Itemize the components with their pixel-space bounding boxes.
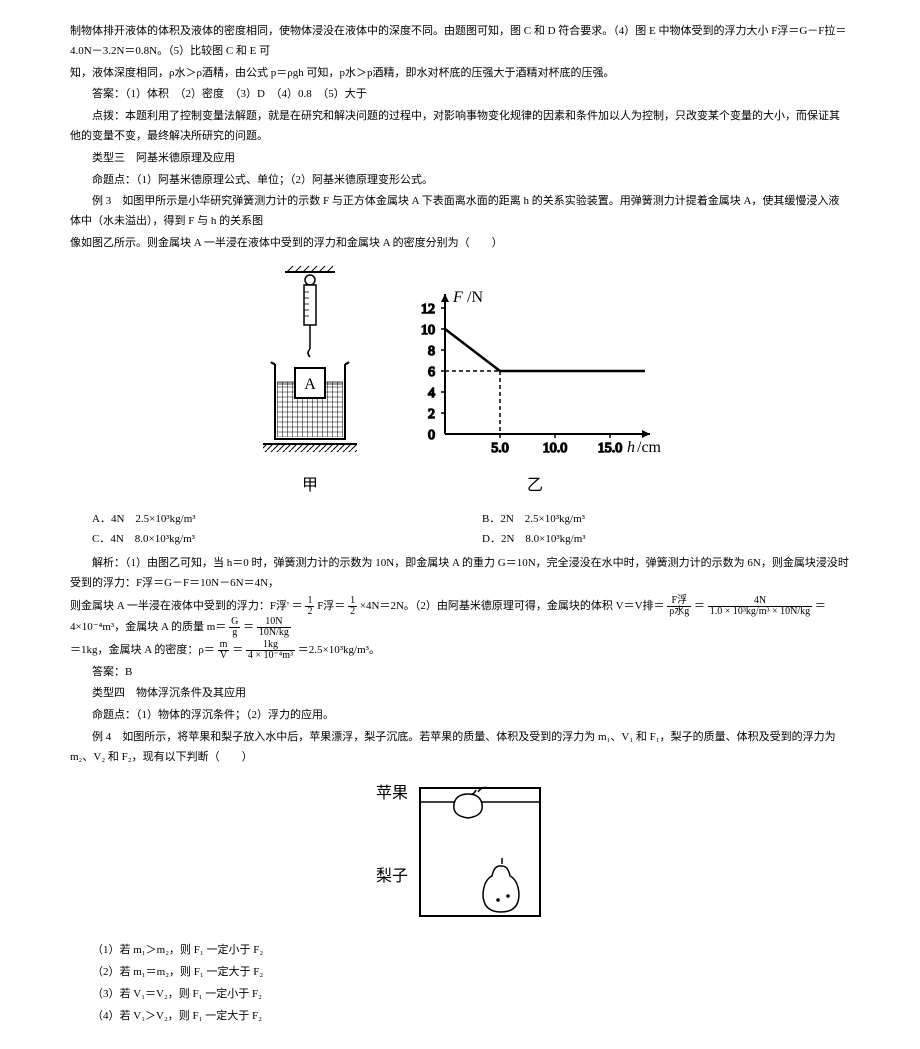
option-c: C．4N 8.0×10³kg/m³: [70, 530, 460, 550]
stmt-2: （2）若 m₁＝m₂，则 F₁ 一定大于 F₂: [70, 963, 850, 983]
figure-caption-left: 甲: [255, 472, 365, 501]
frac-nums: 4N1.0 × 10³kg/m³ × 10N/kg: [708, 596, 812, 617]
svg-text:0: 0: [428, 428, 435, 443]
type3-answer: 答案：B: [70, 663, 850, 683]
svg-text:5.0: 5.0: [491, 441, 509, 456]
stmt-1: （1）若 m₁＞m₂，则 F₁ 一定小于 F₂: [70, 941, 850, 961]
stmt-4: （4）若 V₁＞V₂，则 F₁ 一定大于 F₂: [70, 1007, 850, 1027]
frac-half-1: 12: [305, 596, 314, 617]
apple-label: 苹果: [376, 784, 408, 802]
chart-svg: 2 4 6 8 10 12 0 5.0 10.0 15.0 F/N h/cm: [405, 284, 665, 464]
an3a: ＝1kg，金属块 A 的密度：ρ＝: [70, 644, 215, 656]
block-label: A: [304, 376, 316, 393]
svg-text:/cm: /cm: [637, 439, 662, 456]
type3-analysis3: ＝1kg，金属块 A 的密度：ρ＝ mV ＝ 1kg4 × 10⁻⁴m³ ＝2.…: [70, 640, 850, 661]
svg-text:4: 4: [428, 386, 435, 401]
svg-text:10: 10: [421, 323, 435, 338]
options-row: A．4N 2.5×10³kg/m³ B．2N 2.5×10³kg/m³ C．4N…: [70, 510, 850, 550]
frac-buoy: F浮ρ水g: [667, 596, 691, 617]
figure-row: A 甲 2 4 6 8 10 12 0 5: [70, 264, 850, 501]
type3-analysis: 解析：（1）由图乙可知，当 h＝0 时，弹簧测力计的示数为 10N，即金属块 A…: [70, 554, 850, 594]
option-a: A．4N 2.5×10³kg/m³: [70, 510, 460, 530]
type3-example-b: 像如图乙所示。则金属块 A 一半浸在液体中受到的浮力和金属块 A 的密度分别为（…: [70, 234, 850, 254]
svg-text:15.0: 15.0: [598, 441, 623, 456]
apparatus-svg: A: [255, 264, 365, 464]
svg-text:F: F: [452, 289, 463, 306]
an2b: F浮＝: [317, 600, 345, 612]
type4-figure: 苹果 梨子: [70, 776, 850, 934]
svg-text:/N: /N: [467, 289, 483, 306]
type3-title: 类型三 阿基米德原理及应用: [70, 149, 850, 169]
type3-analysis2: 则金属块 A 一半浸在液体中受到的浮力：F浮' ＝ 12 F浮＝ 12 ×4N＝…: [70, 596, 850, 638]
option-b: B．2N 2.5×10³kg/m³: [460, 510, 850, 530]
figure-caption-right: 乙: [405, 472, 665, 501]
type3-points: 命题点：（1）阿基米德原理公式、单位；（2）阿基米德原理变形公式。: [70, 171, 850, 191]
intro-note: 点拨：本题利用了控制变量法解题，就是在研究和解决问题的过程中，对影响事物变化规律…: [70, 107, 850, 147]
svg-text:10.0: 10.0: [543, 441, 568, 456]
intro-answer: 答案：（1）体积 （2）密度 （3）D （4）0.8 （5）大于: [70, 85, 850, 105]
option-d: D．2N 8.0×10³kg/m³: [460, 530, 850, 550]
frac-half-2: 12: [348, 596, 357, 617]
container-svg: 苹果 梨子: [350, 776, 570, 926]
pear-label: 梨子: [376, 867, 408, 885]
svg-text:8: 8: [428, 344, 435, 359]
figure-apparatus: A 甲: [255, 264, 365, 501]
type3-example-a: 例 3 如图甲所示是小华研究弹簧测力计的示数 F 与正方体金属块 A 下表面离水…: [70, 192, 850, 232]
frac-rho: 1kg4 × 10⁻⁴m³: [246, 640, 295, 661]
svg-text:2: 2: [428, 407, 435, 422]
svg-text:h: h: [627, 439, 635, 456]
type4-title: 类型四 物体浮沉条件及其应用: [70, 684, 850, 704]
intro-line1: 制物体排开液体的体积及液体的密度相同，使物体浸没在液体中的深度不同。由题图可知，…: [70, 22, 850, 62]
svg-text:12: 12: [421, 302, 435, 317]
frac-10N: 10N10N/kg: [257, 617, 291, 638]
frac-Gg: Gg: [229, 617, 240, 638]
an2a: 则金属块 A 一半浸在液体中受到的浮力：F浮' ＝: [70, 600, 303, 612]
type4-example: 例 4 如图所示，将苹果和梨子放入水中后，苹果漂浮，梨子沉底。若苹果的质量、体积…: [70, 728, 850, 768]
frac-mV: mV: [218, 640, 230, 661]
an2c: ×4N＝2N。（2）由阿基米德原理可得，金属块的体积 V＝V排＝: [360, 600, 665, 612]
stmt-3: （3）若 V₁＝V₂，则 F₁ 一定小于 F₂: [70, 985, 850, 1005]
svg-text:6: 6: [428, 365, 435, 380]
an3b: ＝2.5×10³kg/m³。: [298, 644, 380, 656]
figure-chart: 2 4 6 8 10 12 0 5.0 10.0 15.0 F/N h/cm: [405, 284, 665, 501]
type4-points: 命题点：（1）物体的浮沉条件；（2）浮力的应用。: [70, 706, 850, 726]
intro-line2: 知，液体深度相同，ρ水＞ρ酒精，由公式 p＝ρgh 可知，p水＞p酒精，即水对杯…: [70, 64, 850, 84]
